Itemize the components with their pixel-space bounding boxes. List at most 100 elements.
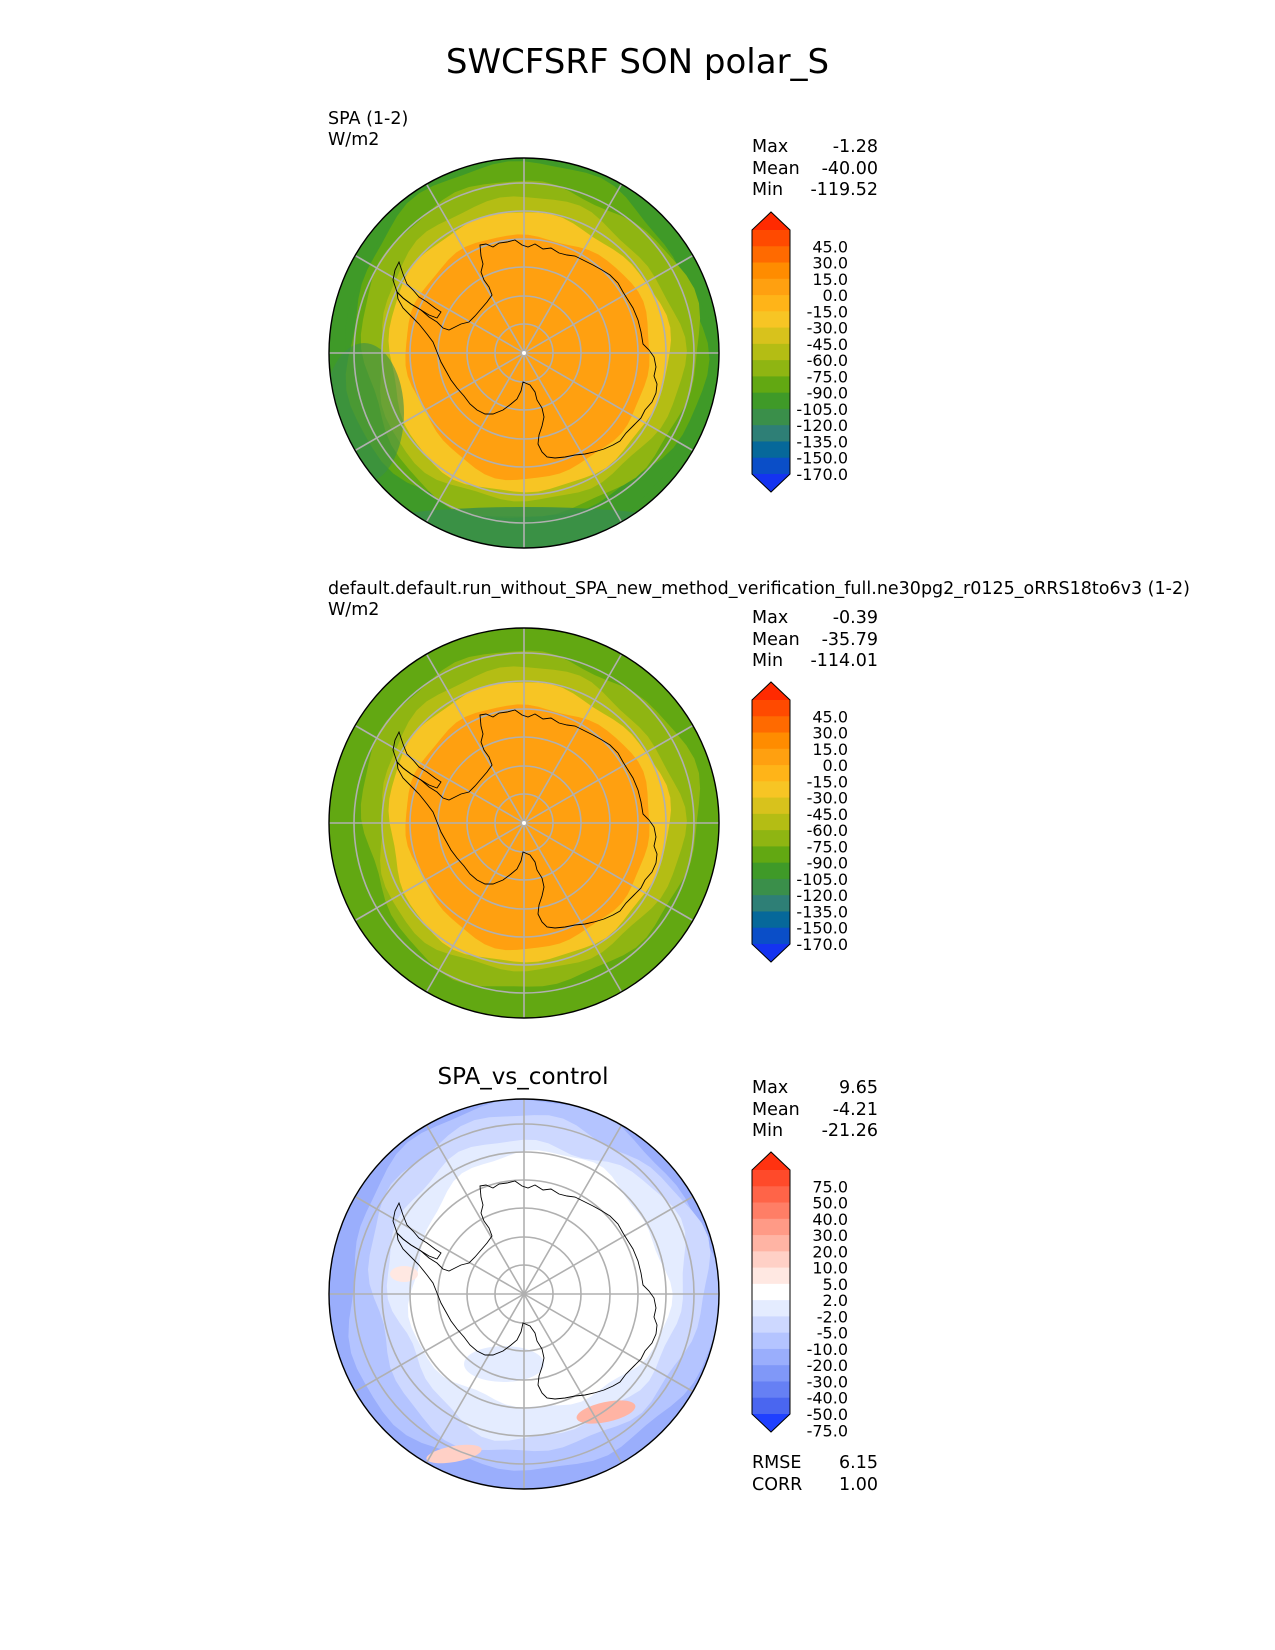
- stat-value: 9.65: [839, 1078, 878, 1098]
- panel-3-title: SPA_vs_control: [437, 1064, 609, 1090]
- colorbar-segment: [752, 830, 790, 847]
- stat-value: -40.00: [821, 158, 878, 179]
- stat-value: -4.21: [832, 1099, 878, 1120]
- graticule-meridian: [425, 1124, 623, 1464]
- colorbar-segment: [752, 230, 790, 247]
- diff-positive-patch: [390, 1266, 418, 1282]
- colorbar-tick-label: 30.0: [812, 254, 848, 273]
- colorbar-tick-label: -90.0: [807, 384, 848, 403]
- stat-label: Min: [752, 651, 784, 671]
- colorbar-tick-label: -105.0: [796, 870, 848, 889]
- antarctica-coastline: [396, 709, 658, 929]
- colorbar-tick-label: -170.0: [796, 935, 848, 954]
- colorbar-tick-label: -10.0: [807, 1340, 848, 1359]
- colorbar-tick-label: -30.0: [807, 319, 848, 338]
- colorbar-segment: [752, 878, 790, 896]
- colorbar-segment: [752, 748, 790, 766]
- colorbar-segment: [752, 246, 790, 264]
- antarctic-peninsula-coastline: [392, 260, 442, 319]
- colorbar-segment: [752, 813, 790, 831]
- stat-value: -35.79: [821, 629, 878, 650]
- colorbar-segment: [752, 716, 790, 734]
- colorbar-segment: [752, 343, 790, 361]
- colorbar-tick-label: 30.0: [812, 1226, 848, 1245]
- colorbar-segment: [752, 360, 790, 377]
- stat-label: Mean: [752, 158, 800, 179]
- colorbar-tick-label: -135.0: [796, 902, 848, 921]
- colorbar-extend-min: [752, 944, 790, 962]
- colorbar-segment: [752, 457, 790, 475]
- colorbar-panel-2: 45.030.015.00.0-15.0-30.0-45.0-60.0-75.0…: [751, 681, 848, 963]
- colorbar-tick-label: -30.0: [807, 789, 848, 808]
- panel-1-units: W/m2: [328, 130, 380, 150]
- colorbar-tick-label: -20.0: [807, 1356, 848, 1375]
- colorbar-tick-label: 75.0: [812, 1177, 848, 1196]
- map-boundary: [328, 627, 720, 1019]
- colorbar-segment: [752, 1283, 790, 1301]
- stat-value: -21.26: [821, 1121, 878, 1141]
- stat-label: Min: [752, 180, 784, 200]
- panel-2-title: default.default.run_without_SPA_new_meth…: [328, 579, 1190, 621]
- stat-label: Max: [752, 608, 789, 628]
- colorbar-tick-label: -105.0: [796, 400, 848, 419]
- colorbar-tick-label: -60.0: [807, 821, 848, 840]
- colorbar-tick-label: -170.0: [796, 465, 848, 484]
- panel-1-title-line1: SPA (1-2): [328, 109, 409, 129]
- colorbar-tick-label: 5.0: [823, 1275, 848, 1294]
- colorbar-tick-label: -15.0: [807, 772, 848, 791]
- colorbar-segment: [752, 732, 790, 750]
- stat-value: -1.28: [832, 137, 878, 157]
- metric-value: 6.15: [839, 1453, 878, 1473]
- colorbar-tick-label: -30.0: [807, 1372, 848, 1391]
- panel-1-stats: Max -1.28 Mean -40.00 Min -119.52: [752, 137, 878, 202]
- colorbar-extend-min: [752, 474, 790, 492]
- colorbar-segment: [752, 408, 790, 426]
- colorbar-outline: [751, 681, 791, 963]
- colorbar-segment: [752, 1332, 790, 1350]
- colorbar-tick-label: -40.0: [807, 1389, 848, 1408]
- metric-label: CORR: [752, 1474, 803, 1495]
- colorbar-tick-label: 50.0: [812, 1194, 848, 1213]
- panel-1-title: SPA (1-2) W/m2: [328, 109, 408, 151]
- colorbar-segment: [752, 1348, 790, 1366]
- colorbar-segment: [752, 1218, 790, 1236]
- panel-2-stats: Max -0.39 Mean -35.79 Min -114.01: [752, 608, 878, 673]
- diff-positive-patch: [576, 1400, 636, 1424]
- polar-map-panel-2: [328, 627, 720, 1019]
- colorbar-extend-max: [752, 682, 790, 700]
- map-boundary: [328, 1098, 720, 1490]
- colorbar-segment: [752, 895, 790, 913]
- stat-value: -0.39: [832, 608, 878, 628]
- colorbar-segment: [752, 1251, 790, 1269]
- colorbar-segment: [752, 262, 790, 280]
- colorbar-tick-label: -150.0: [796, 449, 848, 468]
- colorbar-tick-label: -120.0: [796, 886, 848, 905]
- colorbar-segment: [752, 392, 790, 410]
- stat-label: Mean: [752, 1099, 800, 1120]
- colorbar-extend-max: [752, 212, 790, 230]
- colorbar-tick-label: 30.0: [812, 724, 848, 743]
- colorbar-segment: [752, 1397, 790, 1415]
- colorbar-segment: [752, 797, 790, 815]
- colorbar-tick-label: -120.0: [796, 416, 848, 435]
- colorbar-panel-1: 45.030.015.00.0-15.0-30.0-45.0-60.0-75.0…: [751, 211, 848, 493]
- colorbar-tick-label: 45.0: [812, 237, 848, 256]
- colorbar-extend-min: [752, 1414, 790, 1432]
- colorbar-segment: [752, 278, 790, 296]
- colorbar-segment: [752, 1235, 790, 1252]
- colorbar-outline: [751, 1151, 791, 1433]
- colorbar-segment: [752, 1316, 790, 1334]
- colorbar-tick-label: 15.0: [812, 740, 848, 759]
- panel-2-units: W/m2: [328, 600, 380, 620]
- map-field: [329, 158, 719, 548]
- colorbar-segment: [752, 327, 790, 345]
- colorbar-segment: [752, 441, 790, 459]
- colorbar-tick-label: 0.0: [823, 756, 848, 775]
- antarctic-peninsula-coastline: [392, 1201, 442, 1260]
- antarctica-coastline: [396, 239, 658, 459]
- antarctic-peninsula-coastline: [392, 730, 442, 789]
- colorbar-segment: [752, 911, 790, 929]
- panel-3-stats: Max 9.65 Mean -4.21 Min -21.26: [752, 1078, 878, 1143]
- metric-label: RMSE: [752, 1453, 802, 1473]
- colorbar-tick-label: -50.0: [807, 1405, 848, 1424]
